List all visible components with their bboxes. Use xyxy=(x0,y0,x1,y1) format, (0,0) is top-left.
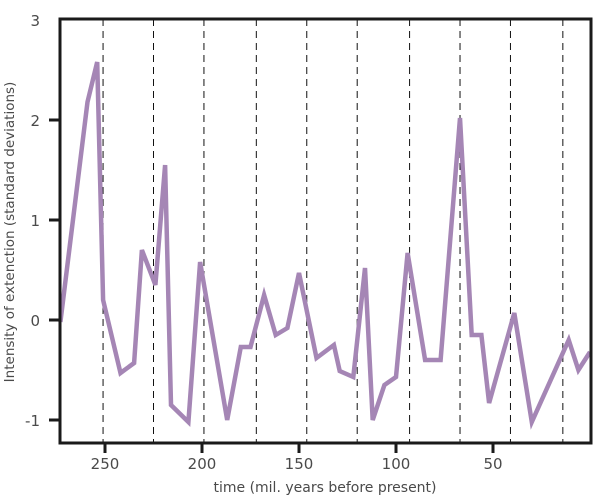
y-tick-label: 0 xyxy=(30,312,40,330)
x-tick-label: 250 xyxy=(91,455,120,473)
y-tick-label: 2 xyxy=(30,112,40,130)
series-line-group xyxy=(58,61,592,430)
x-tick-label: 100 xyxy=(382,455,411,473)
x-tick-label: 200 xyxy=(188,455,217,473)
plot-frame xyxy=(58,17,593,445)
y-tick-label: 1 xyxy=(30,212,40,230)
reference-dashed-lines xyxy=(102,19,564,443)
x-tick-label: 150 xyxy=(285,455,314,473)
y-axis: -1 0 1 2 3 xyxy=(25,12,60,430)
x-axis: 250 200 150 100 50 xyxy=(91,443,503,473)
y-tick-label: 3 xyxy=(30,12,40,30)
x-axis-label: time (mil. years before present) xyxy=(213,480,436,496)
y-tick-label: -1 xyxy=(25,412,40,430)
series-line xyxy=(58,61,592,430)
x-tick-label: 50 xyxy=(483,455,502,473)
y-axis-label: Intensity of extenction (standard deviat… xyxy=(2,82,18,383)
